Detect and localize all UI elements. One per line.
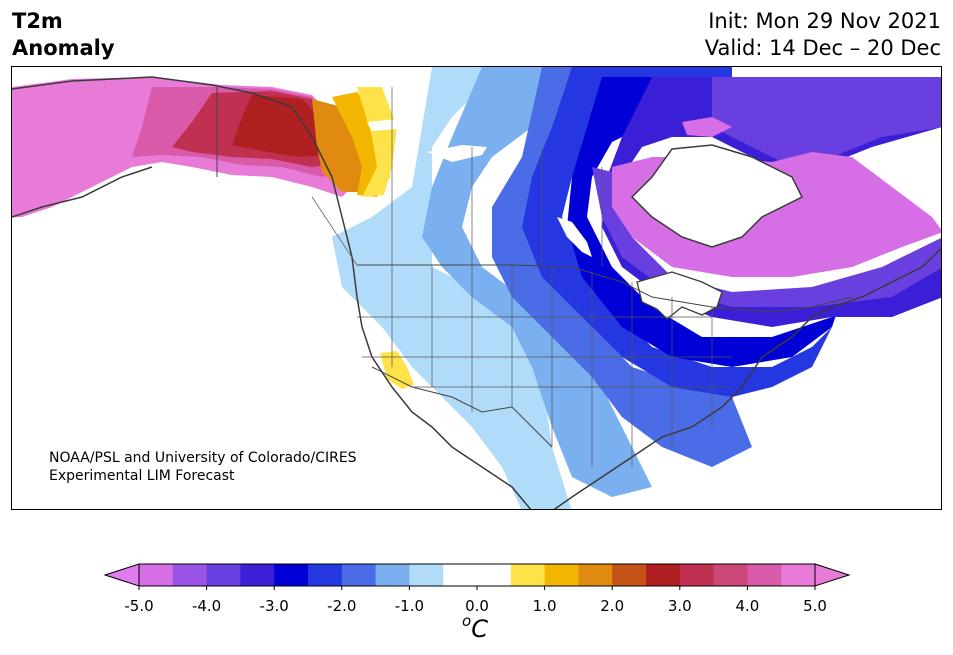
map-title: T2m Anomaly <box>12 8 115 62</box>
colorbar-tick-label: 3.0 <box>668 597 692 615</box>
colorbar-cell <box>578 564 613 586</box>
colorbar-cell <box>544 564 579 586</box>
sw-yellow-1 <box>380 351 414 389</box>
colorbar-tick-label: 0.0 <box>465 597 489 615</box>
colorbar-cell <box>747 564 782 586</box>
alaska-warm-4 <box>232 95 330 157</box>
colorbar-cell <box>409 564 444 586</box>
colorbar-max-extension <box>814 563 851 587</box>
cold-arctic-1 <box>682 117 732 137</box>
colorbar-cell <box>206 564 241 586</box>
lake-winnipeg <box>557 217 592 257</box>
colorbar-cell <box>510 564 546 586</box>
title-line-1: T2m <box>12 9 63 33</box>
colorbar-cell <box>477 564 512 586</box>
colorbar-unit: oC <box>462 612 488 643</box>
cold-1 <box>332 67 572 509</box>
colorbar-cell <box>172 564 208 586</box>
great-bear-lake <box>367 119 397 131</box>
colorbar-cell <box>139 564 174 586</box>
init-date: Init: Mon 29 Nov 2021 <box>708 9 941 33</box>
bc-light-yellow <box>357 87 397 197</box>
colorbar-tick-label: -2.0 <box>327 597 356 615</box>
colorbar-cells <box>139 564 816 586</box>
colorbar-cell <box>240 564 275 586</box>
colorbar-tick-label: -1.0 <box>395 597 424 615</box>
colorbar-min-extension <box>103 563 140 587</box>
colorbar-cell <box>341 564 377 586</box>
colorbar: -5.0 -4.0 -3.0 -2.0 -1.0 0.0 1.0 2.0 3.0 4.0 5.0 <box>103 563 851 615</box>
colorbar-cell <box>375 564 410 586</box>
credit-line-1: NOAA/PSL and University of Colorado/CIRE… <box>49 450 357 466</box>
cold-4 <box>522 67 832 397</box>
credit-line-2: Experimental LIM Forecast <box>49 468 235 484</box>
colorbar-cell <box>679 564 715 586</box>
colorbar-tick-label: -5.0 <box>124 597 153 615</box>
colorbar-tick-label: -4.0 <box>192 597 221 615</box>
cold-7 <box>592 77 941 307</box>
colorbar-tick-label: 2.0 <box>600 597 624 615</box>
colorbar-cell <box>612 564 647 586</box>
valid-date: Valid: 14 Dec – 20 Dec <box>704 36 941 60</box>
state-lines <box>357 265 732 467</box>
title-line-2: Anomaly <box>12 36 115 60</box>
province-lines <box>311 87 603 267</box>
colorbar-cell <box>443 564 478 586</box>
anomaly-map <box>11 66 942 510</box>
colorbar-tick-label: -3.0 <box>260 597 289 615</box>
hudson-bay <box>630 144 804 248</box>
cold-5 <box>567 77 842 367</box>
colorbar-tick-label: 1.0 <box>533 597 557 615</box>
cold-2 <box>422 67 652 497</box>
colorbar-cell <box>646 564 681 586</box>
colorbar-tick-label: 4.0 <box>735 597 759 615</box>
colorbar-cell <box>274 564 309 586</box>
forecast-dates: Init: Mon 29 Nov 2021 Valid: 14 Dec – 20… <box>705 8 941 62</box>
colorbar-tick-label: 5.0 <box>803 597 827 615</box>
colorbar-cell <box>781 564 816 586</box>
credit-text: NOAA/PSL and University of Colorado/CIRE… <box>49 449 357 485</box>
coastline <box>12 76 941 509</box>
great-lakes <box>636 271 723 320</box>
degree-symbol: o <box>462 612 472 630</box>
anomaly-map-svg <box>12 67 941 509</box>
colorbar-ticks: -5.0 -4.0 -3.0 -2.0 -1.0 0.0 1.0 2.0 3.0 4.0 5.0 <box>124 586 827 615</box>
unit-base: C <box>471 615 488 643</box>
colorbar-cell <box>713 564 748 586</box>
colorbar-cell <box>308 564 343 586</box>
yukon-orange <box>312 99 372 192</box>
